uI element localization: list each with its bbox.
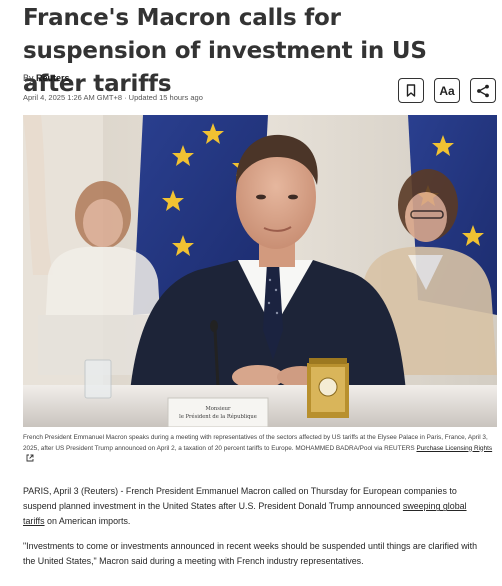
share-icon — [477, 84, 489, 97]
external-link-icon[interactable] — [26, 454, 34, 462]
licensing-link[interactable]: Purchase Licensing Rights — [416, 444, 493, 452]
byline-author[interactable]: Reuters — [36, 73, 70, 83]
bookmark-icon — [406, 84, 416, 97]
nameplate-line2: le Président de la République — [179, 413, 257, 420]
body-paragraph-2: "Investments to come or investments anno… — [23, 541, 478, 567]
bookmark-button[interactable] — [398, 78, 424, 103]
text-size-button[interactable]: Aa — [434, 78, 460, 103]
article-headline: France's Macron calls for suspension of … — [23, 5, 427, 97]
byline-prefix: By — [23, 73, 34, 83]
article-photo[interactable]: Monsieur le Président de la République — [23, 115, 497, 427]
photo-caption: French President Emmanuel Macron speaks … — [23, 433, 497, 466]
photo-illustration: Monsieur le Président de la République — [23, 115, 497, 427]
body-paragraph-1: PARIS, April 3 (Reuters) - French Presid… — [23, 484, 483, 530]
sweeping-tariffs-link[interactable]: sweeping global tariffs — [23, 501, 467, 527]
article-dateline: April 4, 2025 1:26 AM GMT+8 · Updated 15… — [23, 93, 203, 102]
nameplate-line1: Monsieur — [206, 406, 232, 412]
p1-text-end: on American imports. — [44, 516, 131, 527]
text-size-icon: Aa — [439, 83, 455, 98]
caption-text: French President Emmanuel Macron speaks … — [23, 434, 488, 452]
article-toolbar: Aa — [398, 78, 496, 103]
byline: By Reuters — [23, 73, 70, 83]
p1-text-start: PARIS, April 3 (Reuters) - French Presid… — [23, 486, 457, 512]
share-button[interactable] — [470, 78, 496, 103]
